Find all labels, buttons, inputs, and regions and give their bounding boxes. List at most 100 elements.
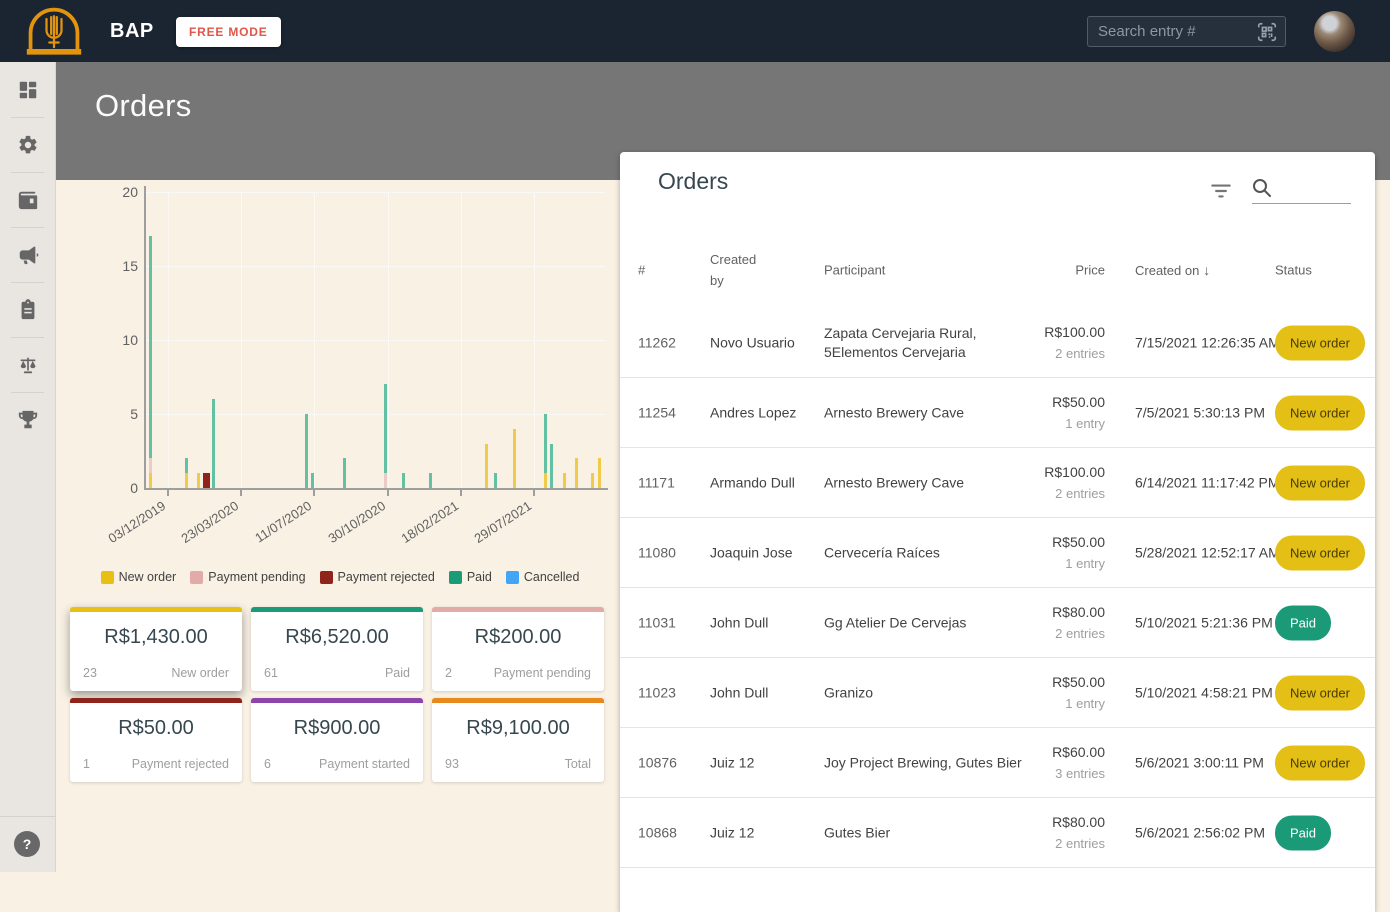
sidebar-item-judging[interactable] [0, 345, 55, 385]
bar-segment [203, 473, 210, 488]
order-id: 11171 [638, 473, 675, 492]
orders-panel: Orders #Created byParticipantPriceCreate… [620, 152, 1375, 912]
table-row[interactable]: 11171Armando DullArnesto Brewery CaveR$1… [620, 448, 1375, 518]
order-created-by: Armando Dull [710, 473, 814, 492]
chart-legend: New order Payment pending Payment rejected… [70, 570, 610, 584]
chart-bar [402, 473, 405, 488]
chart-bar [513, 429, 516, 488]
chart-bar [185, 458, 188, 488]
sidebar-item-awards[interactable] [0, 400, 55, 440]
gridline [241, 192, 242, 488]
gridline [146, 340, 605, 341]
table-row[interactable]: 11262Novo UsuarioZapata Cervejaria Rural… [620, 308, 1375, 378]
sidebar-divider [11, 117, 44, 118]
order-status: New order [1275, 325, 1365, 360]
legend-item[interactable]: Paid [449, 570, 492, 584]
summary-card-payment-started[interactable]: R$900.006Payment started [251, 698, 423, 782]
bar-segment [384, 384, 387, 473]
chart-bar [598, 458, 601, 488]
sidebar-item-settings[interactable] [0, 125, 55, 165]
card-footer: 1Payment rejected [70, 757, 242, 771]
chart-bar [563, 473, 566, 488]
summary-card-payment-rejected[interactable]: R$50.00 1Payment rejected [70, 698, 242, 782]
bar-segment [575, 458, 578, 488]
order-status: Paid [1275, 815, 1331, 850]
wallet-icon [17, 189, 39, 211]
chart-bar [212, 399, 215, 488]
status-badge: New order [1275, 395, 1365, 430]
qr-scan-icon[interactable] [1256, 21, 1278, 43]
legend-item[interactable]: New order [101, 570, 177, 584]
order-price: R$60.003 entries [995, 743, 1105, 783]
card-value: R$9,100.00 [432, 717, 604, 740]
bar-segment [544, 473, 547, 488]
table-row[interactable]: 10868Juiz 12Gutes BierR$80.002 entries5/… [620, 798, 1375, 868]
search-entry-input[interactable] [1088, 23, 1256, 40]
order-created-on: 5/28/2021 12:52:17 AM [1135, 543, 1280, 562]
table-row[interactable]: 11254Andres LopezArnesto Brewery CaveR$5… [620, 378, 1375, 448]
table-row[interactable]: 10876Juiz 12Joy Project Brewing, Gutes B… [620, 728, 1375, 798]
app-logo-icon[interactable] [24, 4, 84, 58]
gridline [146, 192, 605, 193]
bar-segment [311, 473, 314, 488]
chart-bar [544, 414, 547, 488]
table-row[interactable]: 11080Joaquin JoseCervecería RaícesR$50.0… [620, 518, 1375, 588]
order-status: New order [1275, 535, 1365, 570]
card-value: R$50.00 [70, 717, 242, 740]
status-badge: New order [1275, 745, 1365, 780]
table-row[interactable]: 11031John DullGg Atelier De CervejasR$80… [620, 588, 1375, 658]
summary-card-payment-pending[interactable]: R$200.002Payment pending [432, 607, 604, 691]
summary-card-total[interactable]: R$9,100.0093Total [432, 698, 604, 782]
order-status: New order [1275, 675, 1365, 710]
card-label: Paid [385, 666, 410, 680]
status-badge: New order [1275, 535, 1365, 570]
bar-segment [513, 429, 516, 488]
legend-item[interactable]: Payment rejected [320, 570, 435, 584]
card-value: R$6,520.00 [251, 626, 423, 649]
price-entries: 1 entry [995, 554, 1105, 573]
order-created-on: 5/10/2021 5:21:36 PM [1135, 613, 1280, 632]
column-header-participant: Participant [824, 263, 885, 278]
sidebar-divider [11, 227, 44, 228]
summary-card-new-order[interactable]: R$1,430.0023New order [70, 607, 242, 691]
column-header-created-on[interactable]: Created on ↓ [1135, 262, 1210, 278]
price-entries: 1 entry [995, 694, 1105, 713]
summary-card-paid[interactable]: R$6,520.0061Paid [251, 607, 423, 691]
order-id: 11080 [638, 543, 676, 562]
search-icon[interactable] [1250, 176, 1274, 200]
free-mode-button[interactable]: FREE MODE [176, 17, 281, 47]
order-id: 10876 [638, 753, 677, 772]
x-tick [460, 490, 462, 496]
trophy-icon [17, 409, 39, 431]
column-header-price: Price [995, 263, 1105, 278]
order-created-by: Juiz 12 [710, 753, 814, 772]
price-value: R$100.00 [995, 463, 1105, 482]
legend-item[interactable]: Payment pending [190, 570, 305, 584]
sidebar-item-dashboard[interactable] [0, 70, 55, 110]
orders-status-chart: 0510152003/12/201923/03/202011/07/202030… [0, 0, 620, 600]
order-id: 11031 [638, 613, 676, 632]
sidebar-divider [11, 282, 44, 283]
table-search-input[interactable] [1252, 203, 1351, 204]
table-row[interactable]: 11023John DullGranizoR$50.001 entry5/10/… [620, 658, 1375, 728]
order-price: R$100.002 entries [995, 463, 1105, 503]
order-price: R$100.002 entries [995, 323, 1105, 363]
chart-bar [203, 473, 210, 488]
sidebar-item-entries[interactable] [0, 290, 55, 330]
chart-x-axis [144, 488, 608, 490]
legend-item[interactable]: Cancelled [506, 570, 580, 584]
card-footer: 2Payment pending [432, 666, 604, 680]
dashboard-icon [17, 79, 39, 101]
sidebar-item-announcements[interactable] [0, 235, 55, 275]
help-button[interactable]: ? [14, 831, 40, 857]
filter-icon[interactable] [1208, 178, 1234, 204]
legend-label: Cancelled [524, 570, 580, 584]
chart-bar [311, 473, 314, 488]
legend-label: Payment rejected [338, 570, 435, 584]
sidebar-item-payments[interactable] [0, 180, 55, 220]
x-tick [313, 490, 315, 496]
user-avatar[interactable] [1314, 11, 1355, 52]
order-status: New order [1275, 745, 1365, 780]
card-footer: 6Payment started [251, 757, 423, 771]
bar-segment [598, 458, 601, 488]
